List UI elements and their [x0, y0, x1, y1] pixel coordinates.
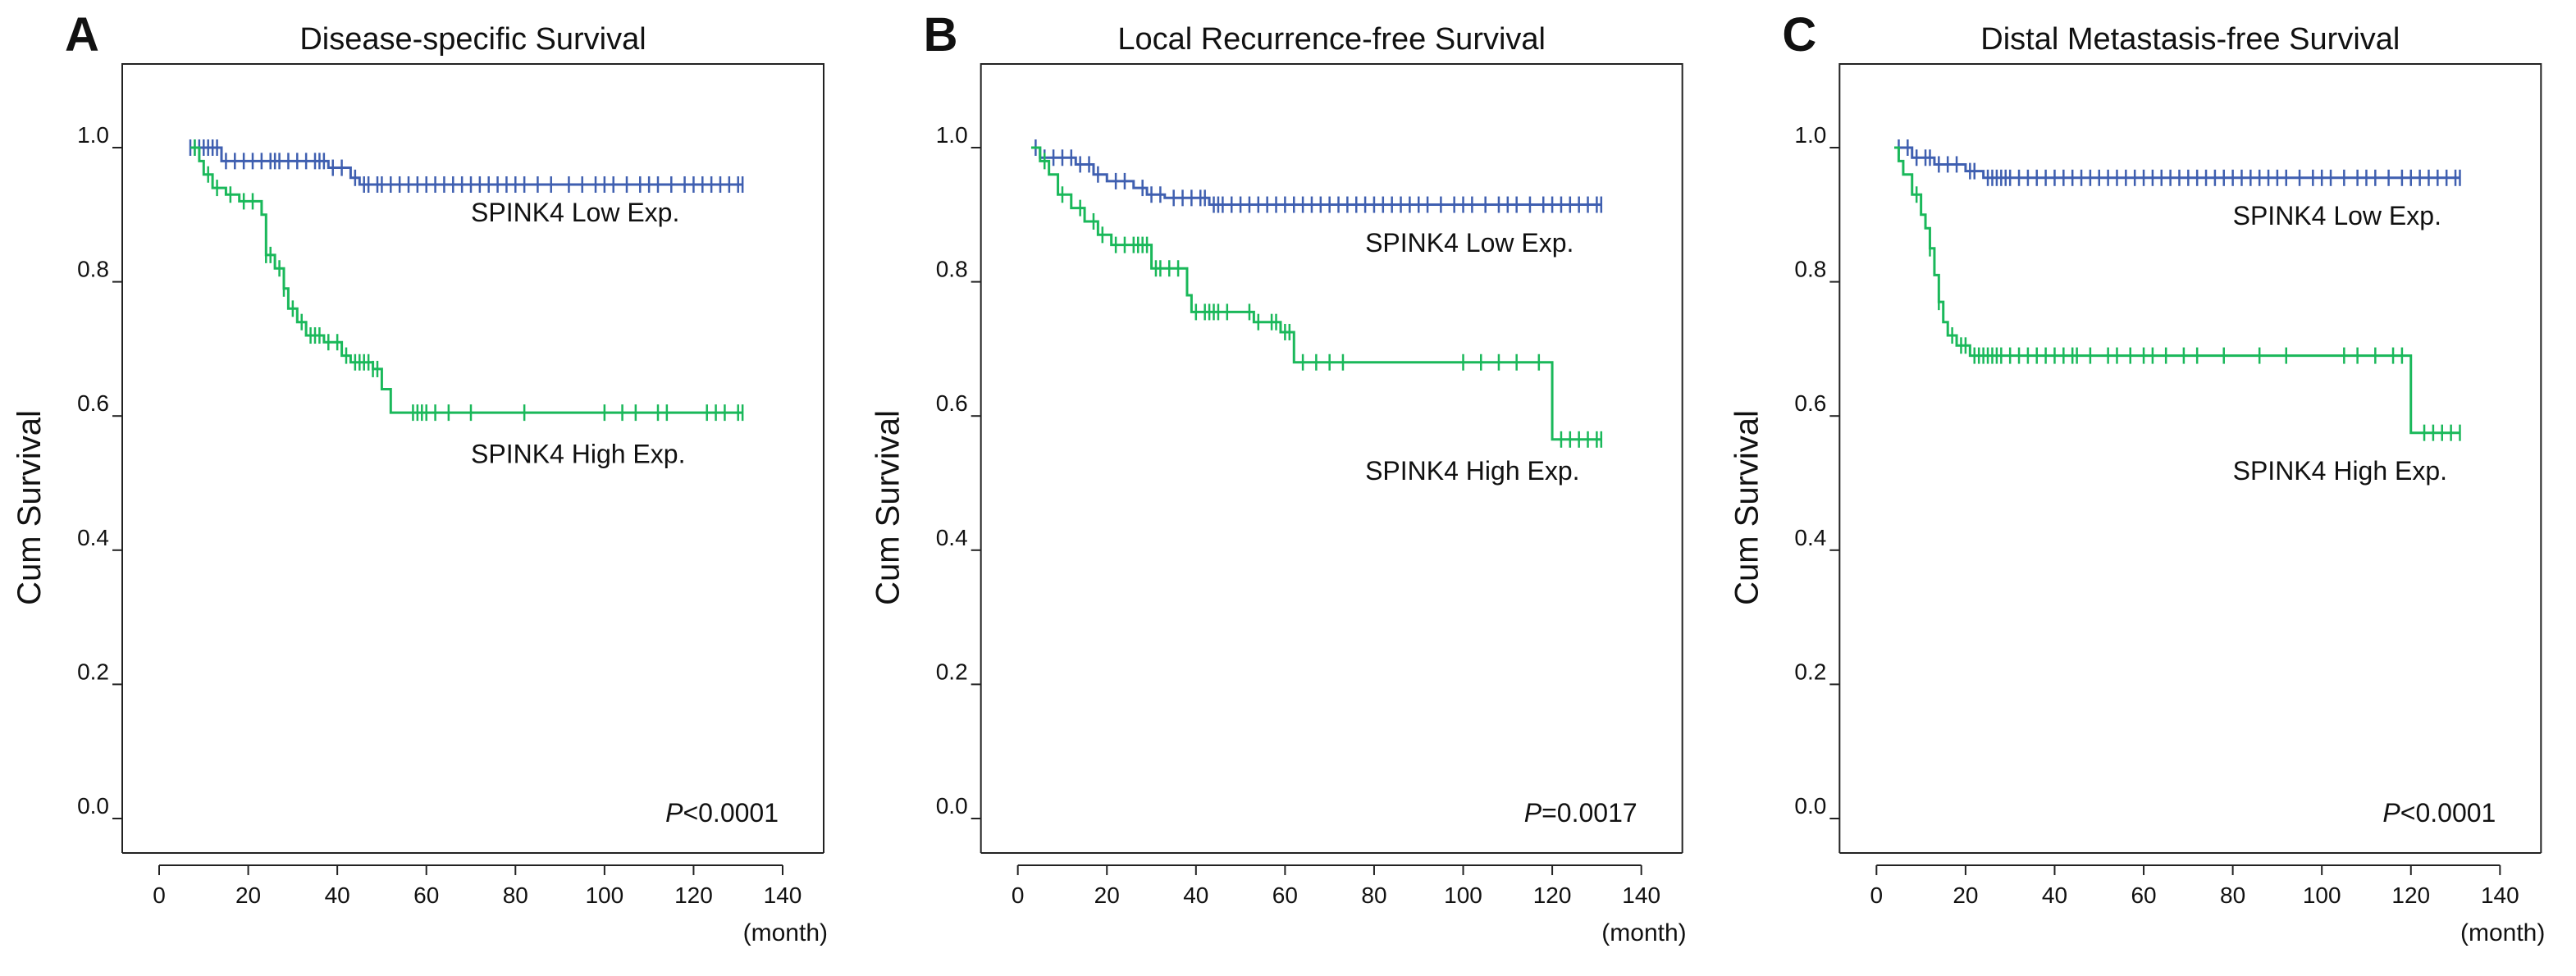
- panel-c: C Distal Metastasis-free Survival 0 20 40 60 8…: [1729, 8, 2545, 946]
- y-tick-label: 1.0: [77, 122, 109, 148]
- y-axis-label: Cum Survival: [870, 410, 907, 605]
- panel-b: B Local Recurrence-free Survival 0 20 40 60 80…: [870, 8, 1687, 946]
- x-tick-label: 100: [2303, 883, 2341, 908]
- series-label: SPINK4 Low Exp.: [2233, 201, 2441, 230]
- y-tick-label: 0.8: [77, 257, 109, 282]
- series-low-expression: SPINK4 Low Exp.: [1030, 139, 1603, 258]
- p-number: =0.0017: [1541, 798, 1637, 828]
- panel-letter: C: [1782, 8, 1816, 62]
- plot-frame: [1838, 63, 2542, 853]
- p-symbol: P: [2382, 798, 2400, 828]
- x-tick-label: 40: [325, 883, 350, 908]
- p-value: P<0.0001: [2382, 798, 2496, 828]
- panel-a: A Disease-specific Survival 0 20 40 60 80 100 12…: [11, 8, 828, 946]
- x-tick-label: 0: [1012, 883, 1025, 908]
- x-tick-label: 140: [2481, 883, 2519, 908]
- chart-title: Disease-specific Survival: [299, 22, 646, 57]
- p-value: P=0.0017: [1524, 798, 1637, 828]
- p-number: <0.0001: [2400, 798, 2496, 828]
- plot-frame: [121, 63, 824, 853]
- survival-curve: [1894, 146, 2460, 435]
- survival-curve: [190, 146, 743, 414]
- y-tick-label: 0.0: [1794, 793, 1826, 819]
- x-tick-label: 140: [764, 883, 802, 908]
- y-tick-label: 0.8: [1794, 257, 1826, 282]
- series-high-expression: SPINK4 High Exp.: [1030, 146, 1603, 486]
- y-tick-label: 0.2: [1794, 659, 1826, 684]
- panel-letter: A: [65, 8, 99, 62]
- y-tick-label: 0.0: [936, 793, 968, 819]
- series-low-expression: SPINK4 Low Exp.: [189, 139, 744, 227]
- series-high-expression: SPINK4 High Exp.: [1894, 146, 2461, 486]
- plot-frame: [980, 63, 1683, 853]
- p-value: P<0.0001: [665, 798, 779, 828]
- x-tick-label: 20: [1094, 883, 1120, 908]
- series-low-expression: SPINK4 Low Exp.: [1894, 139, 2461, 230]
- x-axis-unit: (month): [743, 919, 828, 946]
- x-tick-label: 100: [585, 883, 623, 908]
- x-tick-label: 20: [1953, 883, 1978, 908]
- y-axis-label: Cum Survival: [11, 410, 48, 605]
- y-tick-label: 0.6: [936, 390, 968, 416]
- y-tick-label: 0.4: [1794, 525, 1826, 550]
- y-tick-label: 0.2: [936, 659, 968, 684]
- survival-curve: [1030, 146, 1601, 441]
- y-axis-label: Cum Survival: [1729, 410, 1765, 605]
- x-tick-label: 20: [235, 883, 261, 908]
- x-tick-label: 60: [1272, 883, 1298, 908]
- x-tick-label: 120: [2391, 883, 2430, 908]
- x-tick-label: 120: [674, 883, 713, 908]
- survival-curve: [1030, 146, 1601, 206]
- chart-title: Local Recurrence-free Survival: [1117, 22, 1546, 57]
- series-label: SPINK4 High Exp.: [2233, 456, 2447, 486]
- p-symbol: P: [665, 798, 683, 828]
- panel-letter: B: [924, 8, 958, 62]
- x-axis-unit: (month): [1601, 919, 1686, 946]
- y-tick-label: 0.0: [77, 793, 109, 819]
- series-label: SPINK4 High Exp.: [1365, 456, 1579, 486]
- x-tick-label: 140: [1622, 883, 1660, 908]
- y-tick-label: 0.4: [77, 525, 109, 550]
- series-label: SPINK4 Low Exp.: [1365, 228, 1573, 258]
- x-tick-label: 60: [413, 883, 439, 908]
- chart-title: Distal Metastasis-free Survival: [1980, 22, 2400, 57]
- x-axis-unit: (month): [2460, 919, 2545, 946]
- y-tick-label: 0.6: [1794, 390, 1826, 416]
- x-tick-label: 80: [1361, 883, 1386, 908]
- y-tick-label: 0.8: [936, 257, 968, 282]
- x-tick-label: 80: [503, 883, 528, 908]
- y-tick-label: 0.4: [936, 525, 968, 550]
- y-tick-label: 0.2: [77, 659, 109, 684]
- y-tick-label: 1.0: [1794, 122, 1826, 148]
- x-tick-label: 40: [2042, 883, 2067, 908]
- p-symbol: P: [1524, 798, 1542, 828]
- series-high-expression: SPINK4 High Exp.: [190, 139, 744, 468]
- series-label: SPINK4 High Exp.: [471, 439, 685, 468]
- p-number: <0.0001: [683, 798, 779, 828]
- y-tick-label: 1.0: [936, 122, 968, 148]
- x-tick-label: 100: [1444, 883, 1482, 908]
- survival-curve: [1894, 146, 2460, 180]
- x-tick-label: 120: [1533, 883, 1572, 908]
- y-tick-label: 0.6: [77, 390, 109, 416]
- x-tick-label: 0: [153, 883, 166, 908]
- x-tick-label: 80: [2220, 883, 2245, 908]
- x-tick-label: 0: [1870, 883, 1884, 908]
- survival-curve: [190, 146, 743, 186]
- x-tick-label: 60: [2131, 883, 2156, 908]
- series-label: SPINK4 Low Exp.: [471, 198, 679, 227]
- x-tick-label: 40: [1183, 883, 1208, 908]
